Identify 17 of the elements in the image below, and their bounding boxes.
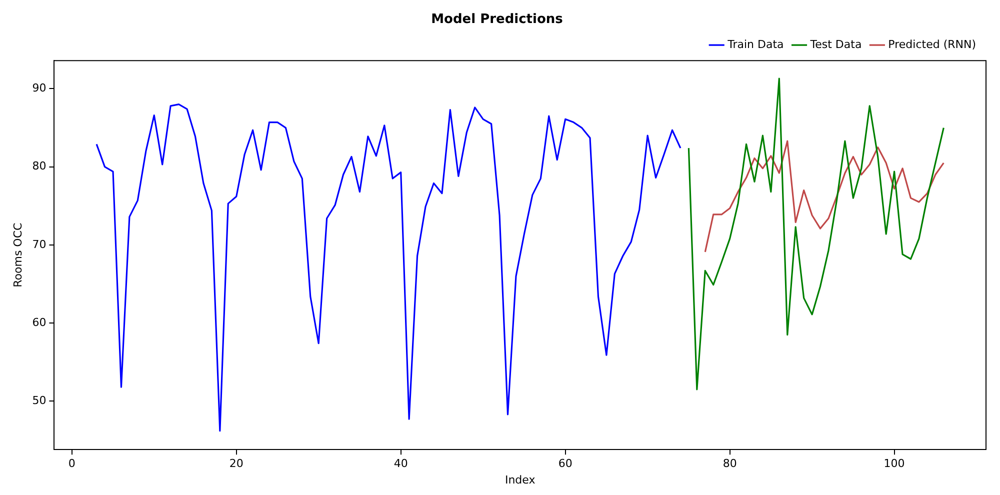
x-tick-label: 60 xyxy=(558,457,572,470)
legend-label: Predicted (RNN) xyxy=(888,38,976,51)
x-tick-label: 80 xyxy=(722,457,737,470)
legend-label: Train Data xyxy=(726,38,784,51)
y-tick-label: 70 xyxy=(32,238,46,251)
y-tick-label: 60 xyxy=(32,316,46,329)
y-tick-label: 80 xyxy=(32,160,46,173)
x-tick-label: 40 xyxy=(394,457,408,470)
legend-label: Test Data xyxy=(809,38,862,51)
y-tick-label: 50 xyxy=(32,394,46,408)
y-tick-label: 90 xyxy=(32,82,46,95)
x-axis-title: Index xyxy=(504,473,536,486)
x-tick-label: 20 xyxy=(229,457,244,470)
chart-title: Model Predictions xyxy=(431,12,564,28)
x-tick-label: 100 xyxy=(884,457,905,470)
y-axis-title: Rooms OCC xyxy=(11,222,24,288)
x-tick-label: 0 xyxy=(68,457,76,470)
